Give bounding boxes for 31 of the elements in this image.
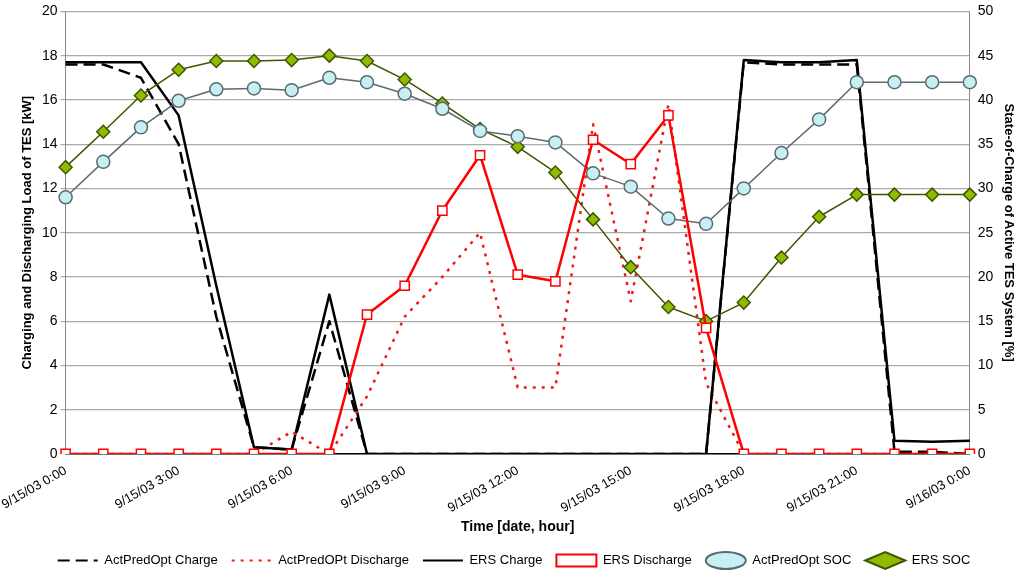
legend-label: ActPredOpt Charge [104, 552, 218, 568]
y-tick-label: 14 [42, 135, 58, 152]
legend-label: ERS Discharge [602, 552, 692, 568]
y2-tick-label: 40 [977, 90, 994, 107]
y-tick-label: 4 [49, 356, 58, 373]
y2-tick-label: 30 [977, 179, 994, 196]
y2-axis-title: State-of-Charge of Active TES System [%] [1001, 103, 1017, 362]
legend-label: ActPredOpt SOC [752, 552, 852, 568]
legend-label: ERS SOC [911, 552, 971, 568]
y2-tick-label: 20 [977, 267, 994, 284]
y2-tick-label: 10 [977, 356, 994, 373]
y2-tick-label: 45 [977, 46, 994, 63]
y-tick-label: 6 [49, 312, 58, 329]
legend-label: ActPredOPt Discharge [278, 552, 409, 568]
y2-tick-label: 0 [977, 444, 986, 461]
y-tick-label: 12 [42, 179, 58, 196]
y2-tick-label: 35 [977, 135, 994, 152]
y-axis-title: Charging and Discharging Load of TES [kW] [18, 95, 34, 370]
y2-tick-label: 50 [977, 2, 994, 19]
y2-tick-label: 15 [977, 312, 994, 329]
y2-tick-label: 5 [977, 400, 986, 417]
y-tick-label: 16 [42, 90, 58, 107]
y-tick-label: 20 [42, 2, 58, 19]
y-tick-label: 2 [49, 400, 58, 417]
legend-label: ERS Charge [469, 552, 543, 568]
y-tick-label: 10 [42, 223, 58, 240]
y-tick-label: 18 [42, 46, 58, 63]
y-tick-label: 8 [49, 267, 58, 284]
x-axis-title: Time [date, hour] [461, 518, 575, 535]
y-tick-label: 0 [49, 444, 58, 461]
y2-tick-label: 25 [977, 223, 994, 240]
